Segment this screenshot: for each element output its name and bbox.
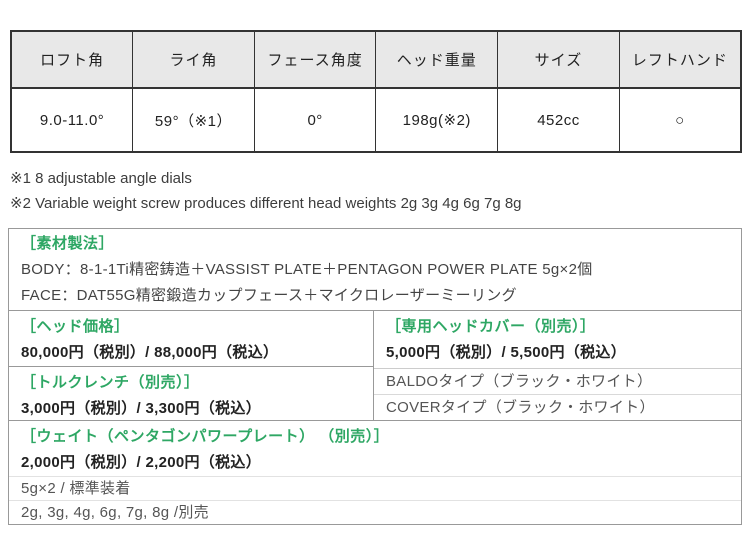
head-price-label: ［ヘッド価格］	[21, 318, 130, 335]
spec-header-lie-angle: ライ角	[132, 30, 255, 89]
material-section-label: ［素材製法］	[21, 235, 115, 252]
spec-value-face-angle: 0°	[253, 87, 377, 153]
footnote-2: ※2 Variable weight screw produces differ…	[10, 195, 522, 212]
material-body-spec: BODY：8-1-1Ti精密鋳造＋VASSIST PLATE＋PENTAGON …	[21, 261, 593, 278]
spec-header-size: サイズ	[497, 30, 620, 89]
material-section: ［素材製法］ BODY：8-1-1Ti精密鋳造＋VASSIST PLATE＋PE…	[9, 229, 741, 311]
footnote-1: ※1 8 adjustable angle dials	[10, 170, 192, 187]
torque-wrench-price: 3,000円（税別）/ 3,300円（税込）	[21, 400, 262, 417]
spec-value-head-weight: 198g(※2)	[375, 87, 499, 153]
spec-header-head-weight: ヘッド重量	[375, 30, 499, 89]
head-cover-type-baldo: BALDOタイプ（ブラック・ホワイト）	[374, 369, 741, 395]
spec-value-loft-angle: 9.0-11.0°	[10, 87, 134, 153]
weight-header: ［ウェイト（ペンタゴンパワープレート） （別売）］ 2,000円（税別）/ 2,…	[9, 421, 741, 476]
spec-header-left-hand: レフトハンド	[618, 30, 742, 89]
price-grid-left-column: ［ヘッド価格］ 80,000円（税別）/ 88,000円（税込） ［トルクレンチ…	[9, 311, 374, 420]
spec-table: ロフト角 ライ角 フェース角度 ヘッド重量 サイズ レフトハンド 9.0-11.…	[10, 30, 742, 153]
head-cover-type-cover: COVERタイプ（ブラック・ホワイト）	[386, 399, 655, 416]
spec-value-lie-angle: 59°（※1）	[132, 87, 255, 153]
spec-table-header-row: ロフト角 ライ角 フェース角度 ヘッド重量 サイズ レフトハンド	[10, 30, 742, 89]
torque-wrench-cell: ［トルクレンチ（別売）］ 3,000円（税別）/ 3,300円（税込）	[9, 367, 373, 420]
weight-price: 2,000円（税別）/ 2,200円（税込）	[21, 454, 262, 471]
torque-wrench-label: ［トルクレンチ（別売）］	[21, 374, 200, 391]
weight-optional-row: 2g, 3g, 4g, 6g, 7g, 8g /別売	[9, 500, 741, 524]
weight-standard-row: 5g×2 / 標準装着	[9, 476, 741, 500]
spec-header-face-angle: フェース角度	[253, 30, 377, 89]
head-cover-label: ［専用ヘッドカバー（別売）］	[386, 318, 596, 335]
head-price-cell: ［ヘッド価格］ 80,000円（税別）/ 88,000円（税込）	[9, 311, 373, 367]
material-face-spec: FACE：DAT55G精密鍛造カップフェース＋マイクロレーザーミーリング	[21, 287, 517, 304]
head-cover-cell: ［専用ヘッドカバー（別売）］ 5,000円（税別）/ 5,500円（税込）	[374, 311, 741, 369]
head-cover-price: 5,000円（税別）/ 5,500円（税込）	[386, 344, 627, 361]
detail-box: ［素材製法］ BODY：8-1-1Ti精密鋳造＋VASSIST PLATE＋PE…	[8, 228, 742, 525]
price-grid-right-column: ［専用ヘッドカバー（別売）］ 5,000円（税別）/ 5,500円（税込） BA…	[374, 311, 741, 420]
head-price-value: 80,000円（税別）/ 88,000円（税込）	[21, 344, 279, 361]
weight-label: ［ウェイト（ペンタゴンパワープレート） （別売）］	[21, 428, 390, 445]
price-grid: ［ヘッド価格］ 80,000円（税別）/ 88,000円（税込） ［トルクレンチ…	[9, 311, 741, 421]
spec-header-loft-angle: ロフト角	[10, 30, 134, 89]
spec-value-left-hand: ○	[618, 87, 742, 153]
spec-value-size: 452cc	[497, 87, 620, 153]
footnotes: ※1 8 adjustable angle dials ※2 Variable …	[10, 166, 742, 216]
spec-table-value-row: 9.0-11.0° 59°（※1） 0° 198g(※2) 452cc ○	[10, 87, 742, 153]
weight-section: ［ウェイト（ペンタゴンパワープレート） （別売）］ 2,000円（税別）/ 2,…	[9, 421, 741, 524]
